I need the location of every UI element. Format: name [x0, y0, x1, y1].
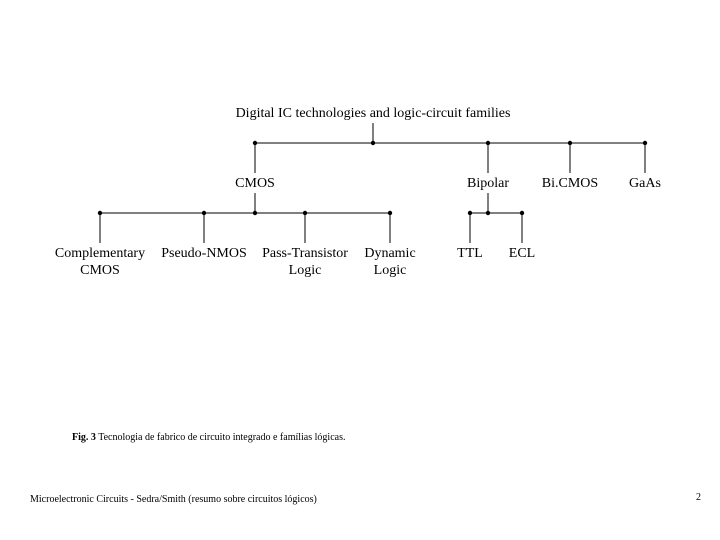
- page: Digital IC technologies and logic-circui…: [0, 0, 720, 540]
- node-pnmos-label: Pseudo-NMOS: [161, 246, 247, 261]
- node-dyn-label: DynamicLogic: [364, 246, 415, 278]
- node-comp-label: ComplementaryCMOS: [55, 246, 145, 278]
- node-bipolar: Bipolar: [467, 175, 509, 192]
- node-cmos: CMOS: [235, 175, 275, 192]
- node-cmos-label: CMOS: [235, 176, 275, 191]
- node-gaas-label: GaAs: [629, 176, 661, 191]
- node-pnmos: Pseudo-NMOS: [161, 245, 247, 262]
- footer-citation: Microelectronic Circuits - Sedra/Smith (…: [30, 494, 317, 505]
- node-bicmos-label: Bi.CMOS: [542, 176, 598, 191]
- node-ptl-label: Pass-TransistorLogic: [262, 246, 348, 278]
- node-ptl: Pass-TransistorLogic: [262, 245, 348, 279]
- figure-caption: Fig. 3 Tecnologia de fabrico de circuito…: [72, 432, 345, 443]
- figure-caption-text: Tecnologia de fabrico de circuito integr…: [96, 432, 346, 443]
- node-bicmos: Bi.CMOS: [542, 175, 598, 192]
- node-ecl-label: ECL: [509, 246, 535, 261]
- node-root-label: Digital IC technologies and logic-circui…: [236, 106, 511, 121]
- node-ecl: ECL: [509, 245, 535, 262]
- node-root: Digital IC technologies and logic-circui…: [236, 105, 511, 122]
- node-gaas: GaAs: [629, 175, 661, 192]
- page-number: 2: [696, 492, 701, 503]
- node-ttl-label: TTL: [457, 246, 483, 261]
- node-bipolar-label: Bipolar: [467, 176, 509, 191]
- node-ttl: TTL: [457, 245, 483, 262]
- node-dyn: DynamicLogic: [364, 245, 415, 279]
- figure-caption-prefix: Fig. 3: [72, 432, 96, 443]
- node-comp: ComplementaryCMOS: [55, 245, 145, 279]
